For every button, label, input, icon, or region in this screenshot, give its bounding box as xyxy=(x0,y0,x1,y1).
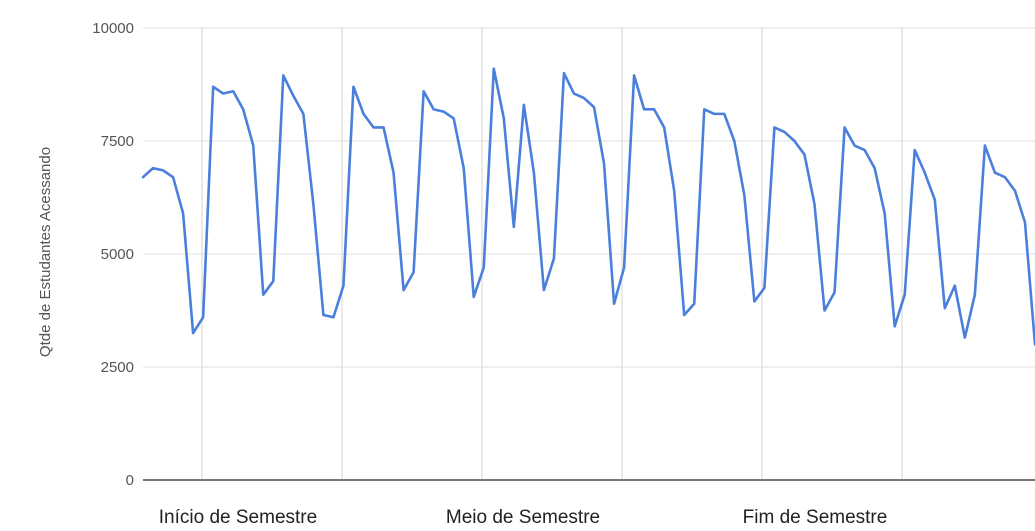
x-category-label: Meio de Semestre xyxy=(446,507,600,528)
y-tick-label: 5000 xyxy=(101,246,134,263)
series-line xyxy=(141,67,1035,346)
y-tick-label: 2500 xyxy=(101,359,134,376)
grid-layer xyxy=(143,27,1035,480)
series-layer xyxy=(141,67,1035,346)
x-category-label: Início de Semestre xyxy=(159,507,317,528)
axis-layer: 0 2500 5000 7500 10000 Início de Semestre Meio… xyxy=(92,20,1035,528)
y-tick-label: 10000 xyxy=(92,20,134,37)
y-tick-label: 7500 xyxy=(101,133,134,150)
y-axis-title: Qtde de Estudantes Acessando xyxy=(37,147,54,357)
y-tick-label: 0 xyxy=(126,472,134,489)
x-category-label: Fim de Semestre xyxy=(743,507,888,528)
